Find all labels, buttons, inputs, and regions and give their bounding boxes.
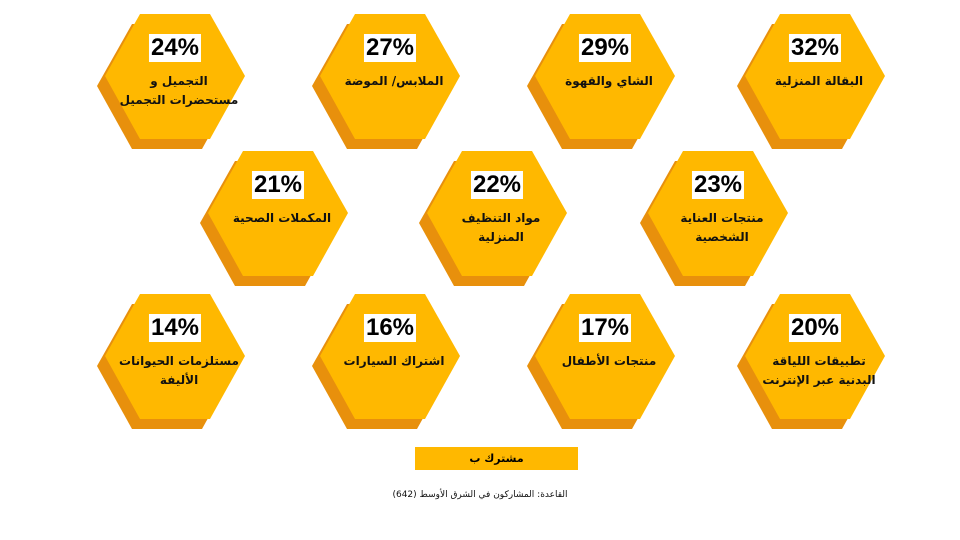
percentage: 27% <box>363 34 417 62</box>
percentage: 20% <box>788 314 842 342</box>
hexagon-item: 21% المكملات الصحية <box>198 149 358 289</box>
percentage: 21% <box>251 171 305 199</box>
item-label: البقالة المنزلية <box>774 74 864 88</box>
item-label: الشاي والقهوة <box>565 74 653 88</box>
legend: مشترك ب <box>415 447 578 470</box>
hexagon <box>200 151 348 286</box>
hexagon <box>97 14 245 149</box>
hexagon-item: 14% مستلزمات الحيوانات الأليفة <box>95 292 255 432</box>
hexagon-face <box>208 151 348 276</box>
hexagon-face <box>320 14 460 139</box>
hexagon-face <box>105 294 245 419</box>
hexagon <box>527 294 675 429</box>
percentage: 22% <box>470 171 524 199</box>
hexagon-face <box>535 294 675 419</box>
item-label: التجميل و مستحضرات التجميل <box>119 74 239 107</box>
hexagon-item: 24% التجميل و مستحضرات التجميل <box>95 12 255 152</box>
hexagon-item: 20% تطبيقات اللياقة البدنية عبر الإنترنت <box>735 292 895 432</box>
hexagon-face <box>320 294 460 419</box>
hexagon <box>737 294 885 429</box>
percentage: 14% <box>148 314 202 342</box>
hexagon-item: 27% الملابس/ الموضة <box>310 12 470 152</box>
hexagon <box>312 294 460 429</box>
hexagon <box>737 14 885 149</box>
percentage: 29% <box>578 34 632 62</box>
item-label: تطبيقات اللياقة البدنية عبر الإنترنت <box>762 354 876 387</box>
hexagon-face <box>648 151 788 276</box>
percentage: 24% <box>148 34 202 62</box>
item-label: منتجات العناية الشخصية <box>680 211 764 244</box>
hexagon-face <box>105 14 245 139</box>
hexagon-item: 17% منتجات الأطفال <box>525 292 685 432</box>
hexagon-face <box>427 151 567 276</box>
item-label: مواد التنظيف المنزلية <box>461 211 541 244</box>
item-label: المكملات الصحية <box>232 211 332 225</box>
hexagon-face <box>745 14 885 139</box>
item-label: مستلزمات الحيوانات الأليفة <box>119 354 239 387</box>
hexagon <box>97 294 245 429</box>
hexagon <box>312 14 460 149</box>
hexagon-item: 23% منتجات العناية الشخصية <box>638 149 798 289</box>
hexagon-item: 29% الشاي والقهوة <box>525 12 685 152</box>
hexagon <box>640 151 788 286</box>
hexagon-item: 16% اشتراك السيارات <box>310 292 470 432</box>
percentage: 23% <box>691 171 745 199</box>
hexagon-item: 32% البقالة المنزلية <box>735 12 895 152</box>
hexagon-item: 22% مواد التنظيف المنزلية <box>417 149 577 289</box>
percentage: 17% <box>578 314 632 342</box>
hexagon <box>527 14 675 149</box>
percentage: 16% <box>363 314 417 342</box>
item-label: منتجات الأطفال <box>561 354 657 368</box>
hexagon-face <box>745 294 885 419</box>
item-label: الملابس/ الموضة <box>344 74 444 88</box>
footnote: القاعدة: المشاركون في الشرق الأوسط (642) <box>392 490 568 500</box>
item-label: اشتراك السيارات <box>343 354 445 368</box>
percentage: 32% <box>788 34 842 62</box>
hexagon <box>419 151 567 286</box>
hexagon-face <box>535 14 675 139</box>
